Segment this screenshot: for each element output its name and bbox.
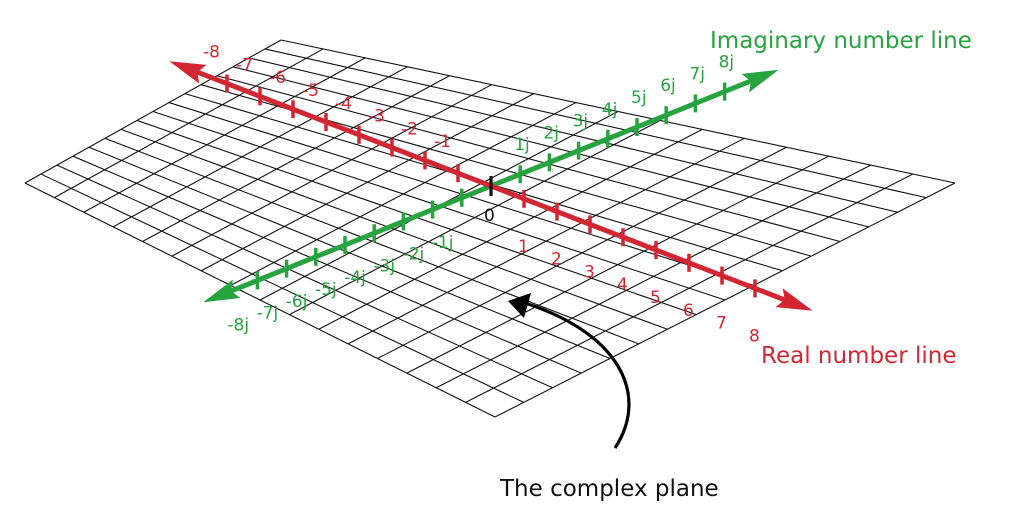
complex-plane-caption: The complex plane (499, 476, 719, 502)
imaginary-tick-label: 1j (514, 135, 530, 155)
grid-line (406, 155, 829, 374)
imaginary-tick-label: 3j (573, 112, 589, 132)
imaginary-tick-label: 8j (719, 53, 735, 73)
grid-line (216, 75, 841, 243)
imaginary-axis-arrow-positive (741, 69, 779, 93)
grid-line (232, 66, 869, 228)
imaginary-tick-label: -8j (227, 315, 249, 335)
real-tick-label: -8 (203, 43, 220, 63)
grid-line (435, 164, 872, 389)
imaginary-tick-label: -3j (373, 256, 395, 276)
real-tick-label: -7 (236, 55, 253, 75)
imaginary-tick-label: 5j (631, 88, 647, 108)
real-tick-label: 4 (617, 275, 628, 295)
real-axis-title: Real number line (761, 343, 956, 369)
grid-line (280, 39, 956, 184)
imaginary-tick-label: -4j (344, 268, 366, 288)
grid-line (465, 173, 914, 403)
imaginary-tick-label: 2j (543, 123, 559, 143)
imaginary-tick-label: -7j (257, 304, 279, 324)
real-tick-label: -2 (401, 119, 418, 139)
imaginary-tick-label: -2j (403, 245, 425, 265)
imaginary-tick-label: 7j (689, 64, 705, 84)
grid-line (264, 48, 927, 199)
tick-labels: -8-7-6-5-4-3-2-112345678-8j-7j-6j-5j-4j-… (203, 43, 760, 347)
imaginary-tick-label: -5j (315, 280, 337, 300)
real-tick-label: 7 (716, 314, 727, 334)
real-tick-label: 6 (683, 301, 694, 321)
real-number-line (169, 61, 813, 311)
real-tick-label: -1 (434, 132, 451, 152)
imaginary-axis-title: Imaginary number line (710, 28, 972, 54)
imaginary-tick-label: -1j (432, 233, 454, 253)
real-tick-label: -6 (269, 68, 286, 88)
grid-line (318, 128, 703, 330)
real-axis-arrow-negative (169, 61, 207, 84)
grid-line (377, 146, 787, 359)
real-tick-label: -3 (368, 107, 385, 127)
pointer-arrow-curve (514, 298, 631, 449)
grid-line (347, 137, 745, 345)
imaginary-tick-label: 6j (660, 76, 676, 96)
origin-label: 0 (484, 206, 495, 226)
real-tick-label: 2 (551, 250, 562, 270)
real-tick-label: 3 (584, 262, 595, 282)
imaginary-tick-label: -6j (286, 292, 308, 312)
real-tick-label: 8 (749, 326, 760, 346)
grid-line (494, 182, 956, 418)
real-axis-arrow-positive (775, 288, 813, 311)
grid-line (248, 57, 898, 213)
real-tick-label: -4 (335, 94, 352, 114)
imaginary-tick-label: 4j (602, 100, 618, 120)
real-tick-label: 5 (650, 288, 661, 308)
real-tick-label: -5 (302, 81, 319, 101)
complex-plane-grid (24, 39, 956, 418)
imaginary-axis-arrow-negative (203, 279, 241, 303)
pointer-arrow-head (508, 293, 531, 318)
grid-line (289, 119, 661, 316)
real-tick-label: 1 (518, 237, 529, 257)
